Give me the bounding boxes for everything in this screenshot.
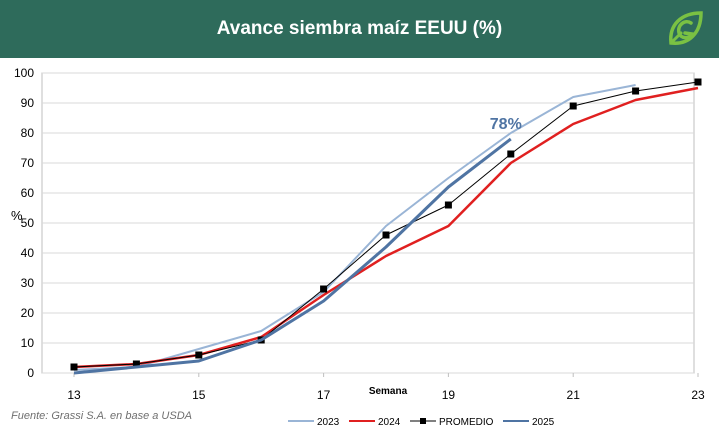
data-point-promedio xyxy=(382,231,390,239)
legend-label-2023: 2023 xyxy=(317,417,340,428)
y-tick-label: 30 xyxy=(21,276,35,290)
data-point-promedio xyxy=(632,87,640,95)
y-tick-label: 0 xyxy=(27,366,34,380)
grassi-leaf-icon xyxy=(669,11,703,45)
data-point-promedio xyxy=(507,150,515,158)
data-point-promedio xyxy=(694,78,702,86)
data-point-promedio xyxy=(195,351,203,359)
x-tick-label: 15 xyxy=(192,388,206,402)
x-axis-title: Semana xyxy=(369,386,408,397)
data-point-promedio xyxy=(70,363,78,371)
data-point-promedio xyxy=(569,102,577,110)
x-tick-label: 19 xyxy=(442,388,456,402)
y-tick-label: 50 xyxy=(21,216,35,230)
y-tick-label: 80 xyxy=(21,126,35,140)
chart-title: Avance siembra maíz EEUU (%) xyxy=(216,18,503,39)
data-point-promedio xyxy=(320,285,328,293)
y-axis-title: % xyxy=(11,208,23,223)
y-tick-label: 90 xyxy=(21,96,35,110)
x-tick-label: 17 xyxy=(317,388,331,402)
header-bar xyxy=(0,0,719,58)
x-tick-label: 13 xyxy=(67,388,81,402)
series-line-2023 xyxy=(73,84,636,371)
legend-marker xyxy=(420,418,426,424)
y-tick-label: 10 xyxy=(21,336,35,350)
legend-label-promedio: PROMEDIO xyxy=(439,417,494,428)
x-tick-label: 21 xyxy=(567,388,581,402)
x-tick-label: 23 xyxy=(691,388,705,402)
y-tick-label: 70 xyxy=(21,156,35,170)
y-tick-label: 40 xyxy=(21,246,35,260)
y-tick-label: 100 xyxy=(14,66,34,80)
chart-area: 0 10 20 30 40 50 60 70 80 90 100 13 15 17 19 21 23 Semana… xyxy=(11,66,705,428)
y-tick-label: 60 xyxy=(21,186,35,200)
series-line-2025 xyxy=(73,137,512,375)
data-point-promedio xyxy=(132,360,140,368)
legend-label-2024: 2024 xyxy=(378,417,401,428)
source-note: Fuente: Grassi S.A. en base a USDA xyxy=(11,410,192,422)
legend-label-2025: 2025 xyxy=(532,417,555,428)
annotation-label: 78% xyxy=(490,116,522,133)
y-tick-label: 20 xyxy=(21,306,35,320)
data-point-promedio xyxy=(444,201,452,209)
